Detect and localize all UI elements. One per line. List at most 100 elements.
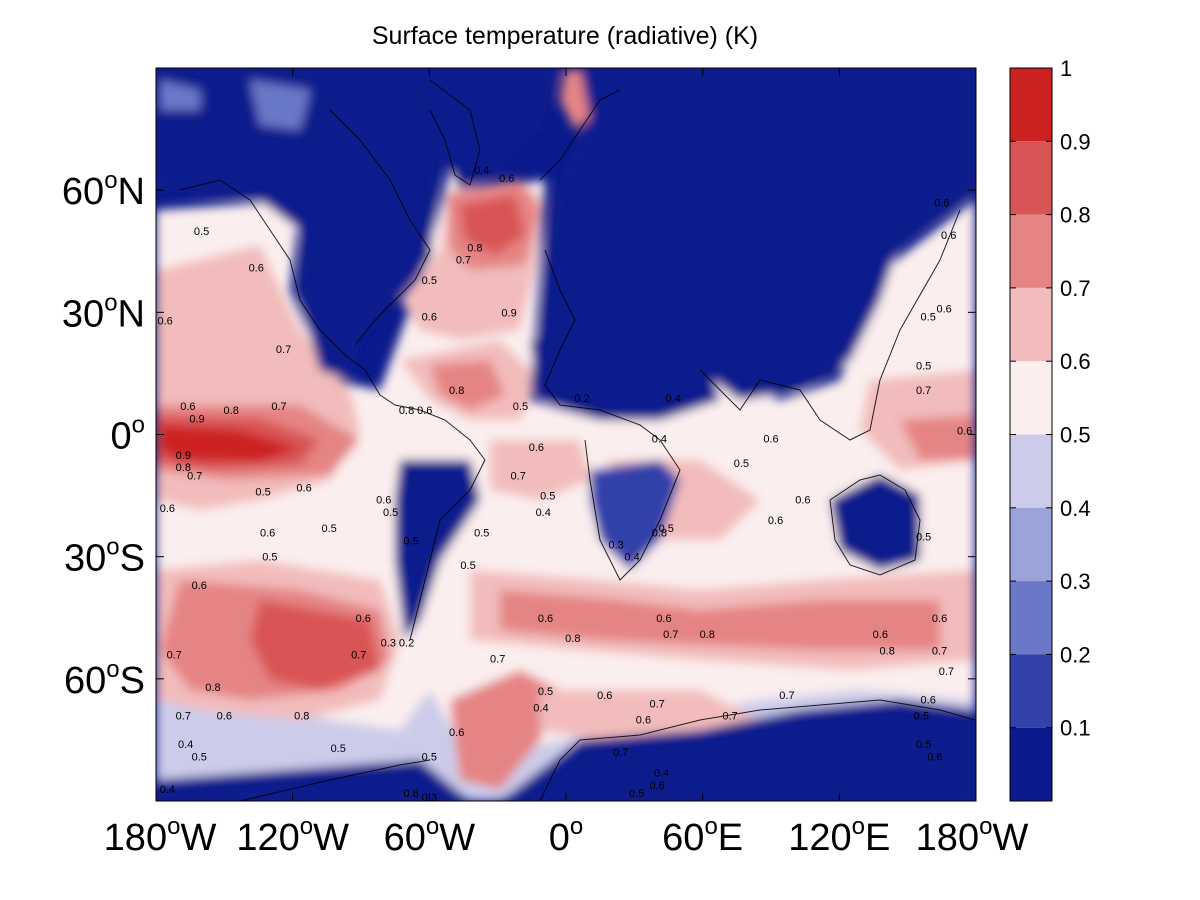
contour-label: 0.6 bbox=[260, 527, 275, 539]
contour-label: 0.6 bbox=[499, 173, 514, 185]
tropical-atlantic-red bbox=[430, 360, 505, 410]
contour-label: 0.7 bbox=[511, 470, 526, 482]
colorbar-swatch bbox=[1010, 507, 1052, 582]
contour-label: 0.6 bbox=[403, 788, 418, 800]
colorbar-label: 0.2 bbox=[1060, 642, 1091, 667]
contour-label: 0.5 bbox=[538, 686, 553, 698]
contour-label: 0.6 bbox=[157, 316, 172, 328]
antarctica bbox=[156, 700, 975, 801]
contour-label: 0.5 bbox=[255, 487, 270, 499]
coast-australia bbox=[829, 474, 921, 576]
lat-tick-label: 60oN bbox=[62, 167, 145, 213]
north-africa bbox=[530, 340, 720, 420]
contour-label: 0.8 bbox=[205, 682, 220, 694]
contour-label: 0.6 bbox=[160, 503, 175, 515]
weddell-pink bbox=[540, 690, 760, 740]
contour-label: 0.5 bbox=[916, 360, 931, 372]
north-america bbox=[156, 68, 440, 380]
contour-label: 0.7 bbox=[490, 654, 505, 666]
contour-label: 0.5 bbox=[734, 458, 749, 470]
contour-label: 0.5 bbox=[540, 491, 555, 503]
contour-label: 0.6 bbox=[597, 690, 612, 702]
coast-greenland bbox=[429, 79, 481, 186]
colorbar-label: 0.5 bbox=[1060, 423, 1091, 448]
contour-label: 0.6 bbox=[192, 580, 207, 592]
contour-label: 0.8 bbox=[399, 405, 414, 417]
longitude-axis: 180oW 120oW 60oW 0o 60oE 120oE 180oW bbox=[104, 68, 1028, 859]
greenland bbox=[430, 68, 560, 190]
lon-tick-label: 180oW bbox=[104, 813, 217, 859]
contour-label: 0.6 bbox=[921, 694, 936, 706]
colorbar-label: 0.8 bbox=[1060, 203, 1091, 228]
contour-label: 0.6 bbox=[422, 311, 437, 323]
contour-label: 0.7 bbox=[649, 698, 664, 710]
contour-label: 0.6 bbox=[538, 613, 553, 625]
contour-label: 0.6 bbox=[768, 515, 783, 527]
contour-label: 0.7 bbox=[276, 344, 291, 356]
contour-label: 0.6 bbox=[934, 197, 949, 209]
north-atlantic-deep bbox=[460, 195, 525, 255]
colorbar-label: 0.9 bbox=[1060, 129, 1091, 154]
arctic-light bbox=[160, 80, 310, 130]
africa bbox=[590, 460, 680, 570]
contour-label: 0.5 bbox=[331, 743, 346, 755]
contour-label: 0.8 bbox=[467, 242, 482, 254]
contour-label: 0.8 bbox=[224, 405, 239, 417]
contour-label: 0.6 bbox=[376, 495, 391, 507]
lon-tick-label: 120oE bbox=[788, 813, 890, 859]
colorbar-swatch bbox=[1010, 287, 1052, 362]
contour-label: 0.3 bbox=[608, 540, 623, 552]
contour-label: 0.5 bbox=[192, 751, 207, 763]
contour-label: 0.5 bbox=[460, 560, 475, 572]
contour-label: 0.4 bbox=[160, 784, 175, 796]
contour-label: 0.6 bbox=[795, 495, 810, 507]
contour-label: 0.5 bbox=[513, 401, 528, 413]
contour-label: 0.6 bbox=[449, 727, 464, 739]
contour-label: 0.8 bbox=[652, 527, 667, 539]
contour-label: 0.7 bbox=[722, 711, 737, 723]
colorbar-label: 0.7 bbox=[1060, 276, 1091, 301]
contour-label: 0.5 bbox=[422, 751, 437, 763]
contour-label: 0.7 bbox=[351, 649, 366, 661]
contour-label: 0.5 bbox=[921, 311, 936, 323]
lat-tick-label: 30oS bbox=[64, 534, 145, 580]
contour-label: 0.6 bbox=[249, 263, 264, 275]
colorbar-label: 0.1 bbox=[1060, 716, 1091, 741]
contour-label: 0.6 bbox=[180, 401, 195, 413]
contour-label: 0.6 bbox=[936, 303, 951, 315]
contour-label: 0.6 bbox=[873, 629, 888, 641]
contour-label: 0.4 bbox=[654, 768, 669, 780]
contour-label: 0.7 bbox=[932, 645, 947, 657]
contour-label: 0.5 bbox=[403, 535, 418, 547]
contour-label: 0.5 bbox=[659, 523, 674, 535]
contour-label: 0.7 bbox=[779, 690, 794, 702]
contour-label: 0.9 bbox=[189, 413, 204, 425]
contour-label: 0.8 bbox=[294, 711, 309, 723]
south-america bbox=[395, 460, 480, 640]
contour-label: 0.2 bbox=[399, 637, 414, 649]
contour-label: 0.5 bbox=[321, 523, 336, 535]
eurasia bbox=[530, 68, 975, 400]
contour-label: 0.6 bbox=[932, 613, 947, 625]
contour-label: 0.9 bbox=[501, 307, 516, 319]
contour-label: 0.5 bbox=[474, 527, 489, 539]
contour-label: 0.5 bbox=[916, 739, 931, 751]
contour-label: 0.6 bbox=[636, 715, 651, 727]
colorbar-label: 0.3 bbox=[1060, 569, 1091, 594]
colorbar-swatch bbox=[1010, 68, 1052, 142]
south-indian-red bbox=[500, 590, 940, 650]
contour-label: 0.5 bbox=[629, 788, 644, 800]
contour-label: 0.6 bbox=[649, 780, 664, 792]
plot-title: Surface temperature (radiative) (K) bbox=[371, 22, 759, 50]
colorbar-swatch bbox=[1010, 434, 1052, 508]
contour-label: 0.5 bbox=[383, 507, 398, 519]
contour-label: 0.5 bbox=[262, 552, 277, 564]
contour-label: 0.7 bbox=[939, 666, 954, 678]
contour-label: 0.6 bbox=[927, 751, 942, 763]
contour-labels: 0.90.8 0.70.60.90.80.70.50.60.60.50.50.60… bbox=[157, 165, 972, 801]
west-pacific-red bbox=[900, 415, 975, 460]
coast-antarctica bbox=[239, 699, 976, 801]
contour-label: 0.4 bbox=[652, 434, 667, 446]
contour-label: 0.6 bbox=[941, 230, 956, 242]
